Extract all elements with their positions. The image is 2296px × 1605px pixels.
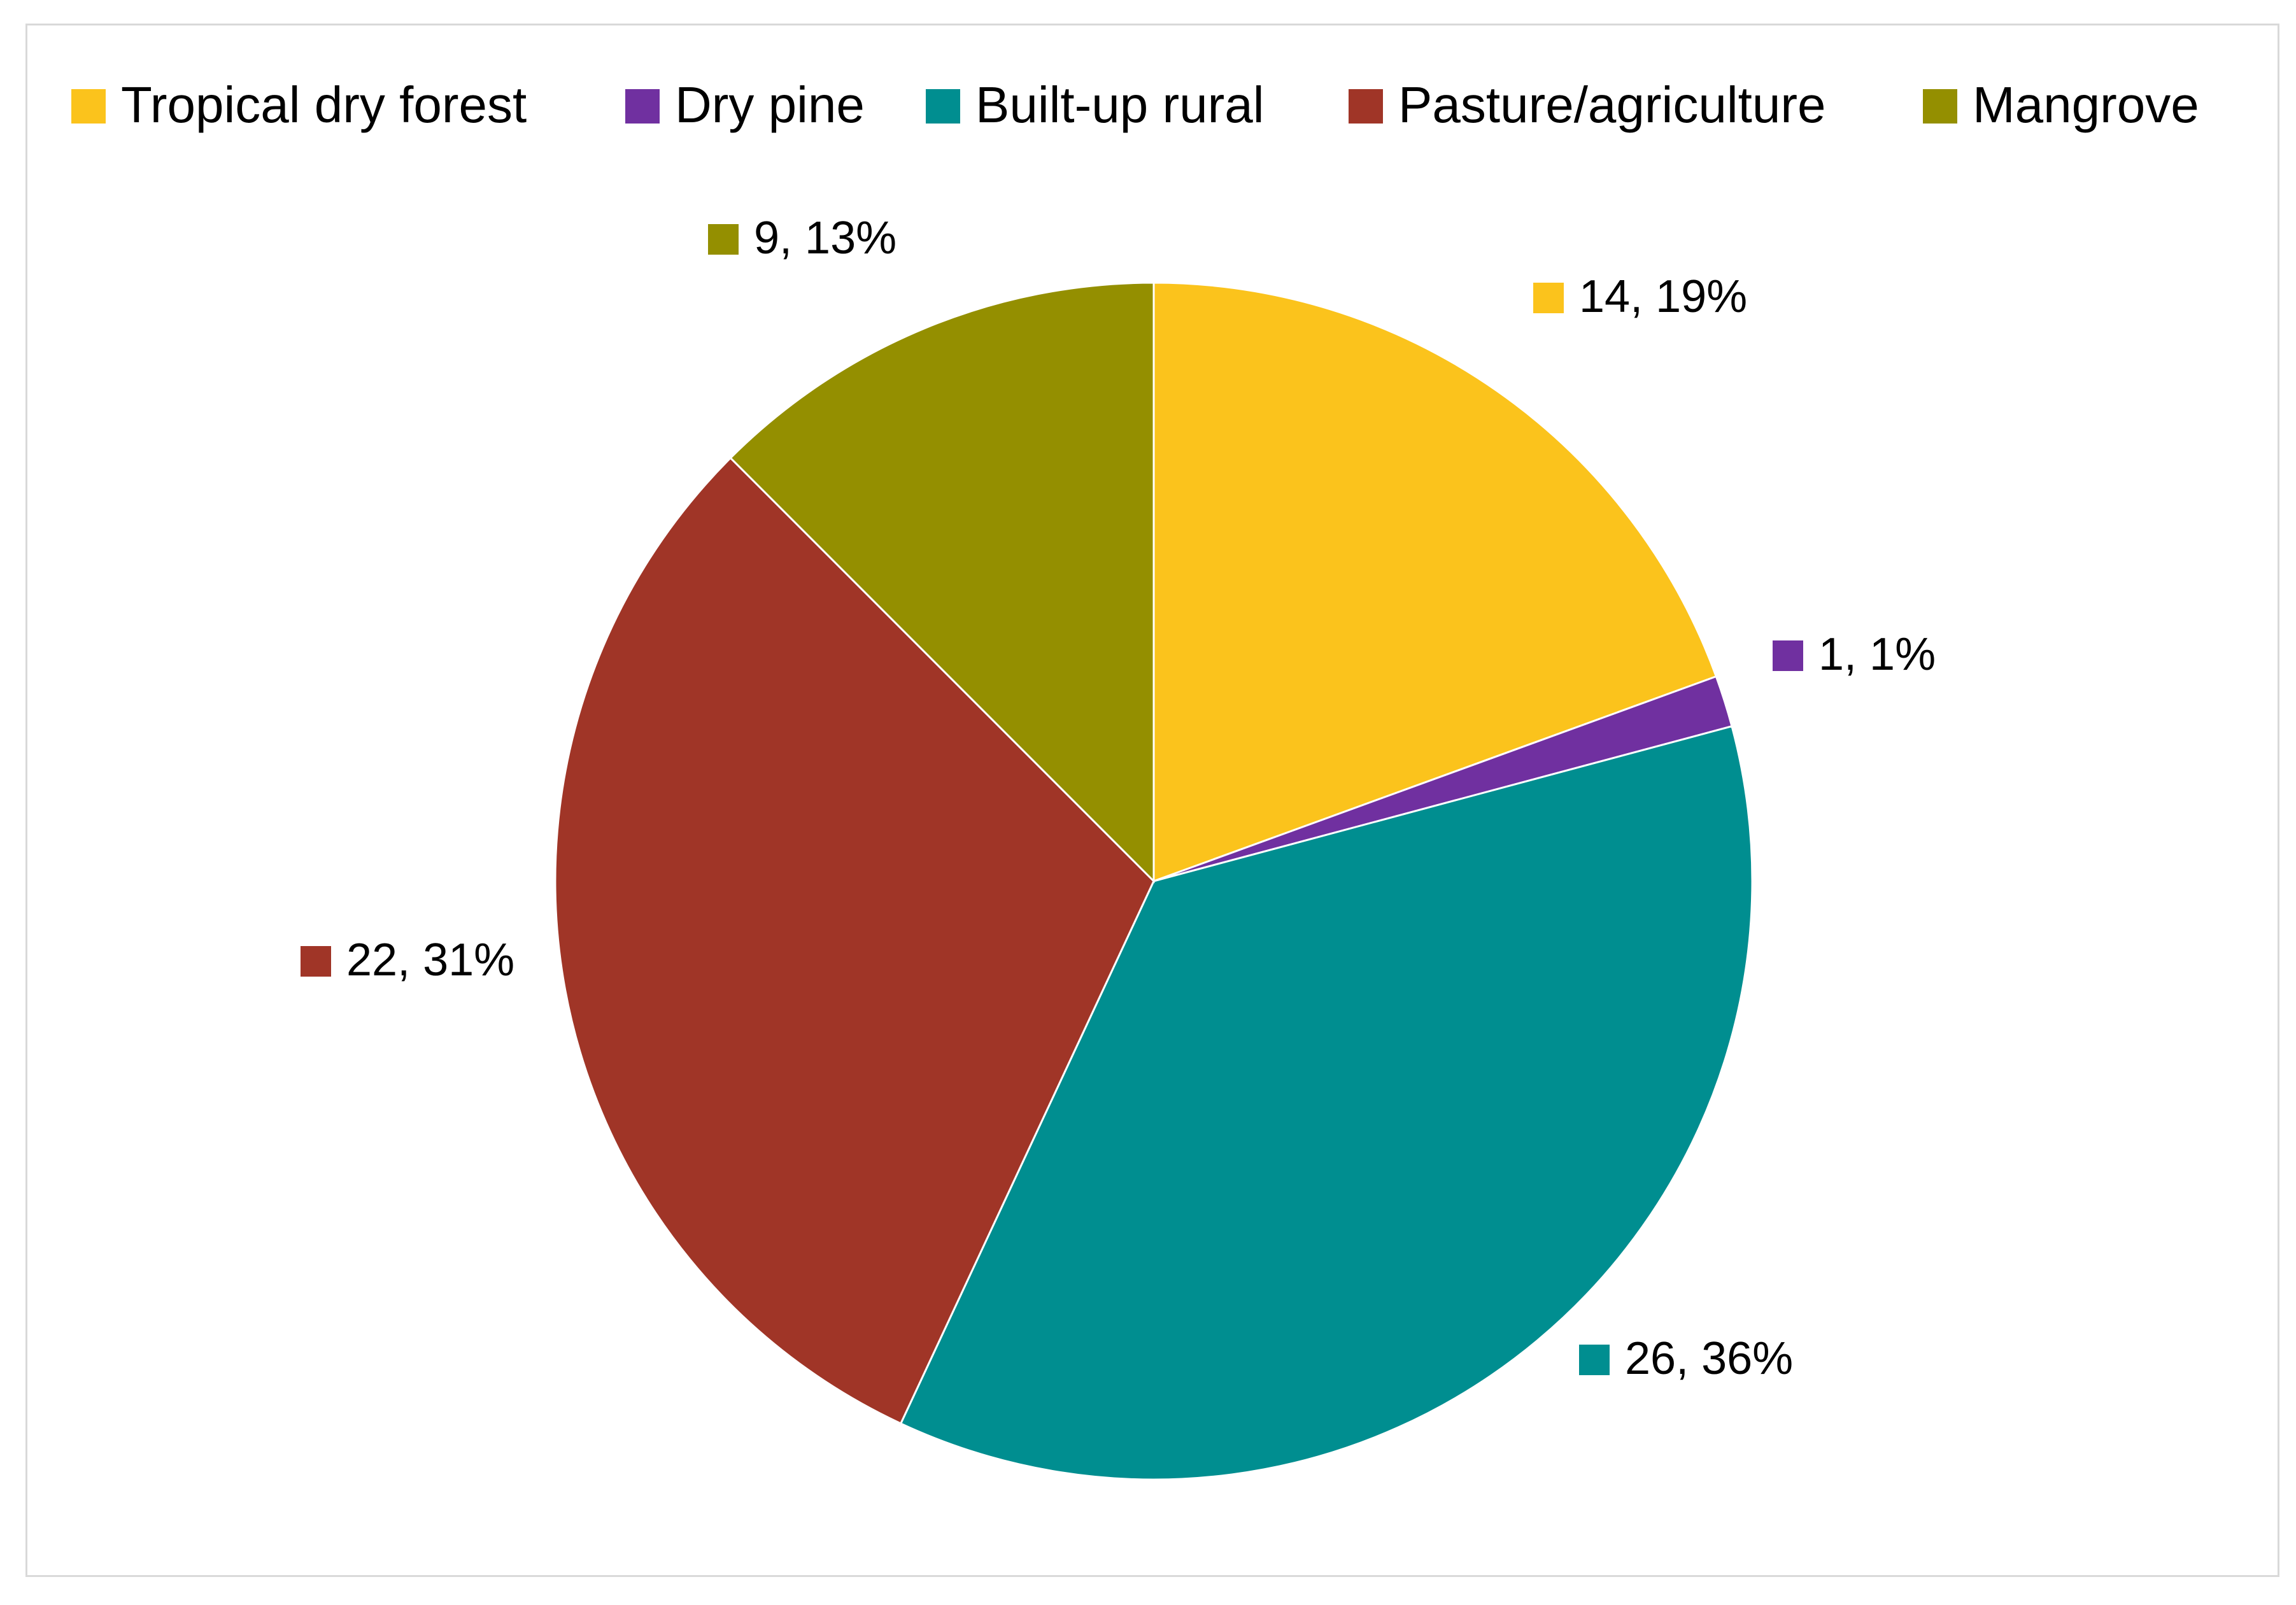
legend-label-mangrove: Mangrove	[1973, 76, 2199, 133]
legend-label-tropical-dry-forest: Tropical dry forest	[121, 76, 527, 133]
data-label-swatch-tropical-dry-forest	[1533, 283, 1564, 313]
pie-slice-pasture-agriculture	[554, 456, 1155, 1425]
pie-slice-built-up-rural	[899, 725, 1754, 1481]
legend: Tropical dry forest Dry pine Built-up rura…	[71, 76, 2199, 133]
legend-label-pasture-agriculture: Pasture/agriculture	[1398, 76, 1825, 133]
data-label-swatch-pasture-agriculture	[301, 946, 331, 977]
pie-slice-mangrove	[729, 281, 1155, 884]
legend-label-dry-pine: Dry pine	[675, 76, 865, 133]
legend-label-built-up-rural: Built-up rural	[975, 76, 1265, 133]
data-label-mangrove: 9, 13%	[754, 213, 896, 264]
data-label-swatch-dry-pine	[1773, 640, 1803, 671]
legend-swatch-pasture-agriculture	[1349, 89, 1383, 124]
pie-slices	[554, 281, 1754, 1481]
data-label-dry-pine: 1, 1%	[1818, 629, 1936, 680]
legend-swatch-built-up-rural	[926, 89, 960, 124]
legend-swatch-tropical-dry-forest	[71, 89, 106, 124]
pie-slice-tropical-dry-forest	[1152, 281, 1718, 883]
legend-swatch-mangrove	[1923, 89, 1957, 124]
data-label-built-up-rural: 26, 36%	[1625, 1333, 1793, 1384]
data-labels: 14, 19% 1, 1% 26, 36% 22, 31% 9, 13%	[301, 213, 1936, 1384]
legend-swatch-dry-pine	[625, 89, 660, 124]
data-label-tropical-dry-forest: 14, 19%	[1579, 271, 1747, 322]
data-label-pasture-agriculture: 22, 31%	[346, 935, 514, 986]
data-label-swatch-mangrove	[708, 224, 739, 255]
data-label-swatch-built-up-rural	[1579, 1345, 1610, 1375]
